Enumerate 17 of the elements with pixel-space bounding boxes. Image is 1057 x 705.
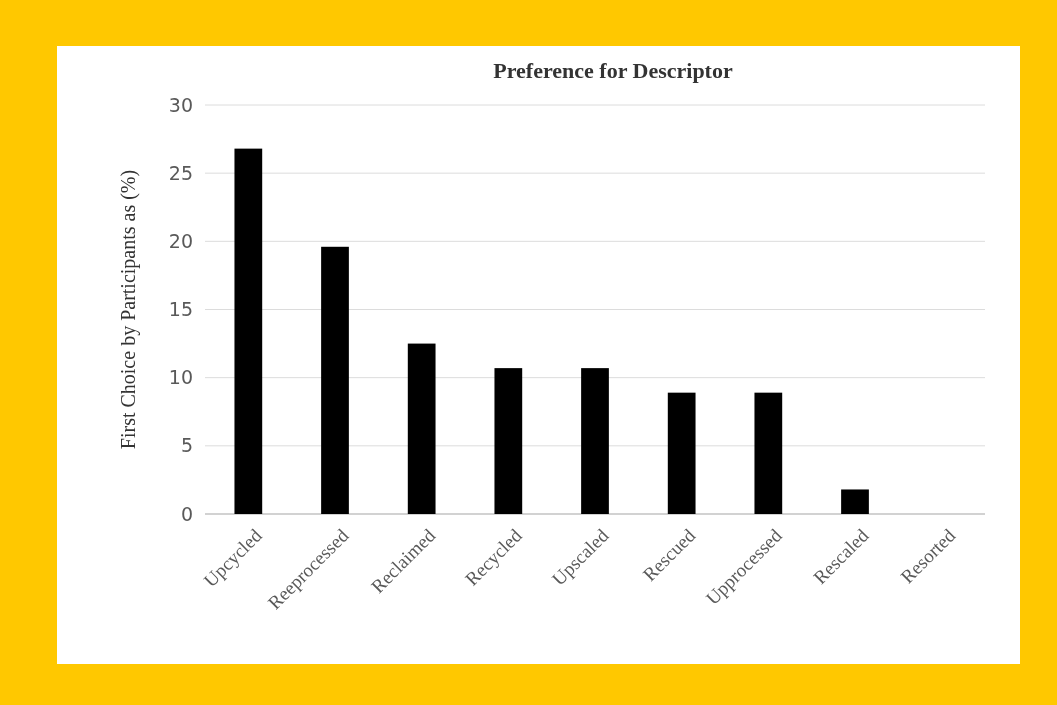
bar	[581, 368, 609, 514]
bar	[667, 392, 696, 514]
bar	[841, 489, 869, 514]
y-tick-label: 25	[168, 161, 193, 184]
bar	[407, 343, 436, 514]
y-tick-label: 30	[168, 93, 193, 116]
y-tick-label: 0	[180, 502, 193, 525]
chart-title: Preference for Descriptor	[493, 58, 733, 83]
y-axis-title: First Choice by Participants as (%)	[117, 169, 140, 450]
bar	[494, 368, 523, 514]
bar	[754, 392, 783, 514]
y-tick-label: 20	[168, 229, 193, 252]
y-tick-label: 15	[168, 298, 193, 321]
y-tick-label: 5	[180, 434, 193, 457]
bar	[321, 246, 349, 514]
bar	[234, 148, 263, 514]
y-tick-label: 10	[168, 366, 193, 389]
